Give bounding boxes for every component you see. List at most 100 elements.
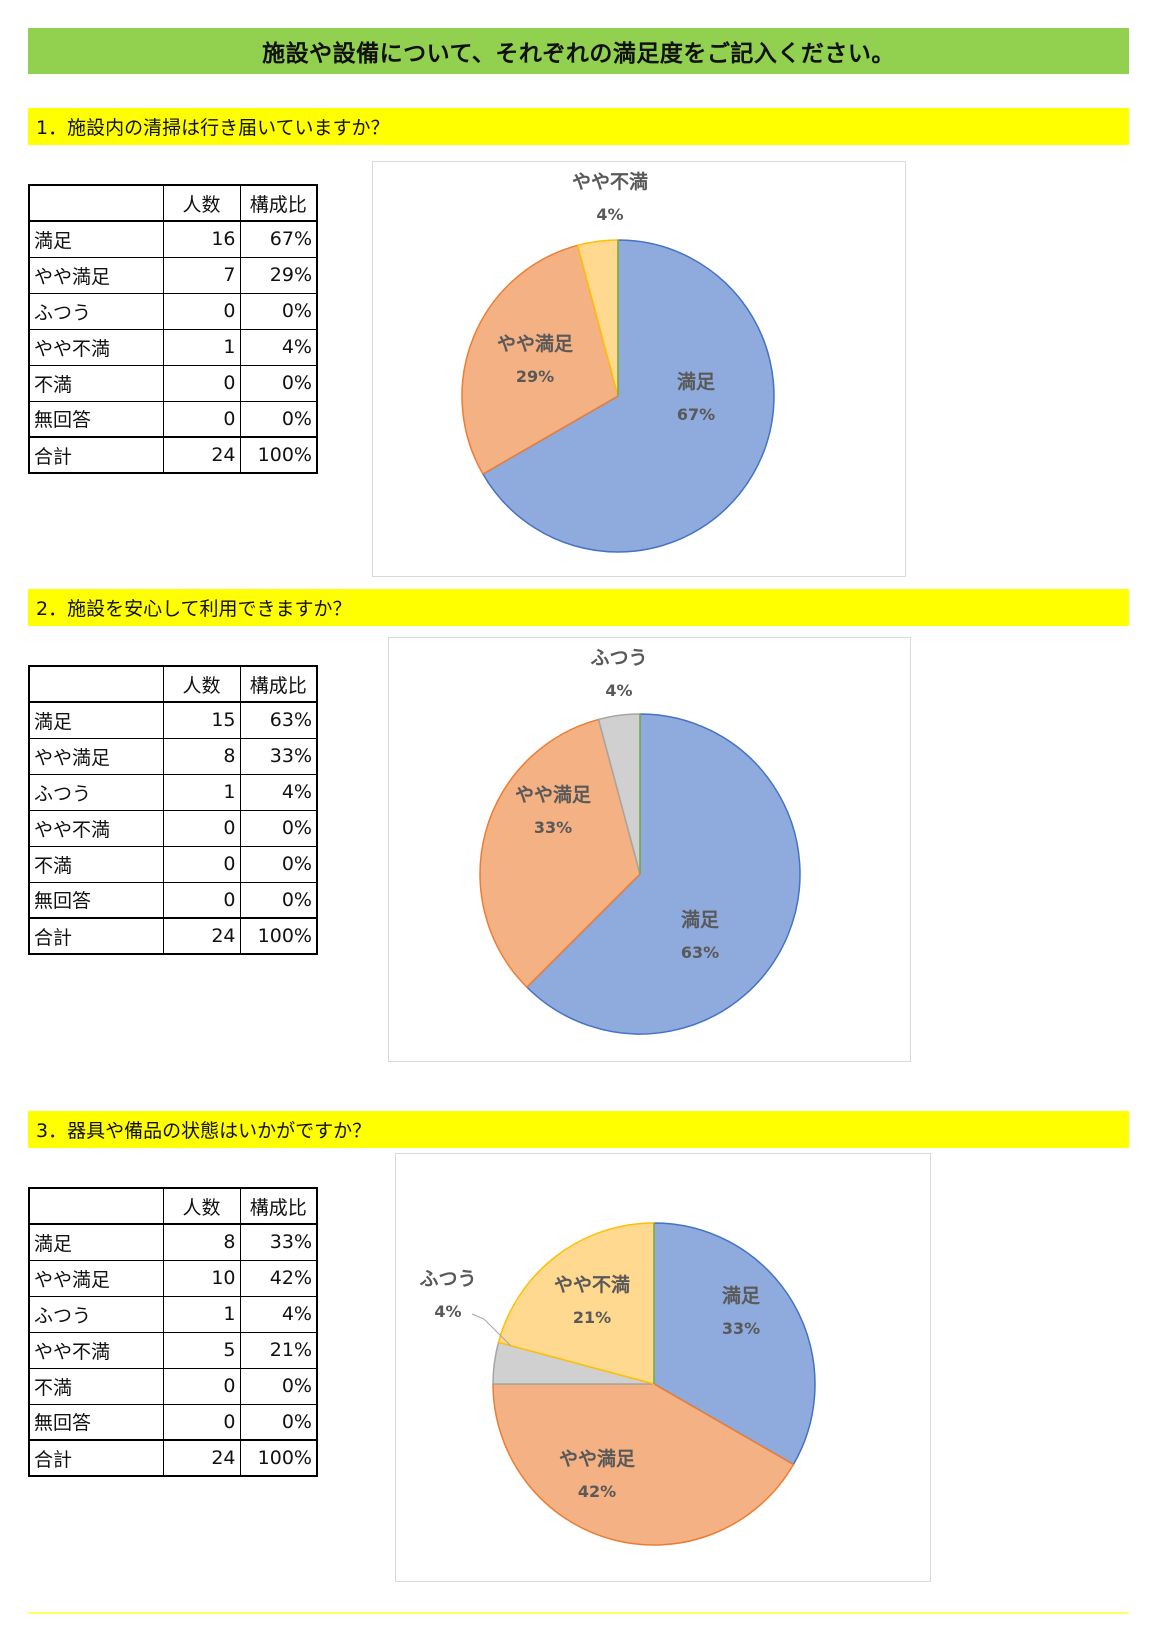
- pie-chart-1-svg: 満足 67% やや満足 29% やや不満 4%: [461, 171, 775, 553]
- row-label: 不満: [28, 364, 164, 402]
- data-label-category: やや不満: [572, 171, 648, 193]
- row-ratio: 100%: [239, 917, 318, 955]
- row-ratio: 0%: [239, 845, 318, 883]
- data-label-percent: 4%: [605, 681, 632, 700]
- row-label: 無回答: [28, 1403, 164, 1441]
- row-label: やや不満: [28, 809, 164, 847]
- table-header-cell: [28, 184, 164, 222]
- table-header-cell: [28, 665, 164, 703]
- row-ratio: 100%: [239, 1439, 318, 1477]
- table-header-cell: [28, 1187, 164, 1225]
- data-label-percent: 33%: [722, 1319, 760, 1338]
- pie-chart-1: 満足 67% やや満足 29% やや不満 4%: [372, 161, 906, 577]
- row-count: 15: [162, 701, 241, 739]
- row-label: 不満: [28, 845, 164, 883]
- table-header-row: 人数 構成比: [28, 1187, 318, 1225]
- row-count: 0: [162, 400, 241, 438]
- row-count: 8: [162, 1223, 241, 1261]
- pie-chart-2: 満足 63% やや満足 33% ふつう 4%: [388, 637, 911, 1062]
- row-count: 0: [162, 881, 241, 919]
- table-header-cell: 構成比: [239, 665, 318, 703]
- table-total-row: 合計 24 100%: [28, 917, 318, 955]
- data-label-category: 満足: [681, 909, 720, 931]
- row-ratio: 42%: [239, 1259, 318, 1297]
- row-count: 1: [162, 1295, 241, 1333]
- row-label: 無回答: [28, 881, 164, 919]
- pie-slice-やや不満: [497, 1222, 655, 1385]
- pie-slice-やや満足: [479, 718, 641, 989]
- row-count: 10: [162, 1259, 241, 1297]
- row-count: 24: [162, 917, 241, 955]
- pie-slice-満足: [653, 1222, 816, 1466]
- table-header-cell: 人数: [162, 665, 241, 703]
- row-ratio: 29%: [239, 256, 318, 294]
- table-row: 満足 15 63%: [28, 701, 318, 739]
- table-header-cell: 構成比: [239, 184, 318, 222]
- row-count: 24: [162, 1439, 241, 1477]
- table-header-row: 人数 構成比: [28, 184, 318, 222]
- row-label: 無回答: [28, 400, 164, 438]
- row-ratio: 0%: [239, 292, 318, 330]
- row-ratio: 4%: [239, 773, 318, 811]
- row-count: 0: [162, 809, 241, 847]
- table-header-row: 人数 構成比: [28, 665, 318, 703]
- table-row: やや満足 7 29%: [28, 256, 318, 294]
- table-row: 不満 0 0%: [28, 364, 318, 402]
- pie-slice-満足: [481, 239, 775, 553]
- row-ratio: 0%: [239, 364, 318, 402]
- data-label-percent: 21%: [573, 1308, 611, 1327]
- row-count: 0: [162, 1367, 241, 1405]
- row-count: 16: [162, 220, 241, 258]
- data-label-percent: 29%: [516, 367, 554, 386]
- row-label: ふつう: [28, 1295, 164, 1333]
- table-row: ふつう 1 4%: [28, 773, 318, 811]
- row-count: 0: [162, 364, 241, 402]
- data-label-percent: 63%: [681, 943, 719, 962]
- table-total-row: 合計 24 100%: [28, 436, 318, 474]
- row-ratio: 33%: [239, 1223, 318, 1261]
- row-label: やや不満: [28, 1331, 164, 1369]
- row-label: ふつう: [28, 773, 164, 811]
- row-count: 7: [162, 256, 241, 294]
- row-label: 満足: [28, 1223, 164, 1261]
- data-label-percent: 67%: [677, 405, 715, 424]
- data-label-category: やや満足: [497, 333, 574, 355]
- row-ratio: 4%: [239, 1295, 318, 1333]
- table-header-cell: 人数: [162, 184, 241, 222]
- row-count: 5: [162, 1331, 241, 1369]
- row-ratio: 100%: [239, 436, 318, 474]
- row-ratio: 63%: [239, 701, 318, 739]
- data-label-category: 満足: [677, 371, 716, 393]
- row-count: 0: [162, 1403, 241, 1441]
- row-label: 満足: [28, 220, 164, 258]
- row-label: 合計: [28, 1439, 164, 1477]
- pie-chart-3: 満足 33% やや満足 42% ふつう 4% やや不満 21%: [395, 1153, 931, 1582]
- pie-chart-2-svg: 満足 63% やや満足 33% ふつう 4%: [479, 647, 801, 1035]
- table-row: やや満足 8 33%: [28, 737, 318, 775]
- data-label-percent: 42%: [578, 1482, 616, 1501]
- table-row: 無回答 0 0%: [28, 1403, 318, 1441]
- row-label: やや不満: [28, 328, 164, 366]
- row-label: 合計: [28, 917, 164, 955]
- row-ratio: 0%: [239, 400, 318, 438]
- row-ratio: 0%: [239, 881, 318, 919]
- row-count: 0: [162, 292, 241, 330]
- table-total-row: 合計 24 100%: [28, 1439, 318, 1477]
- table-row: 満足 16 67%: [28, 220, 318, 258]
- row-label: 不満: [28, 1367, 164, 1405]
- row-count: 24: [162, 436, 241, 474]
- row-label: やや満足: [28, 1259, 164, 1297]
- row-ratio: 0%: [239, 1403, 318, 1441]
- pie-slice-やや満足: [492, 1383, 795, 1546]
- row-count: 0: [162, 845, 241, 883]
- row-ratio: 67%: [239, 220, 318, 258]
- question-1-title: 1．施設内の清掃は行き届いていますか？: [28, 108, 1129, 145]
- row-ratio: 33%: [239, 737, 318, 775]
- row-ratio: 0%: [239, 809, 318, 847]
- footer-divider: [28, 1612, 1129, 1614]
- table-row: やや不満 1 4%: [28, 328, 318, 366]
- row-ratio: 4%: [239, 328, 318, 366]
- row-label: ふつう: [28, 292, 164, 330]
- pie-slice-満足: [525, 713, 801, 1035]
- data-label-percent: 4%: [596, 205, 623, 224]
